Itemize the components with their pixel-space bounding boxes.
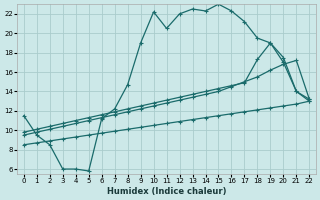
X-axis label: Humidex (Indice chaleur): Humidex (Indice chaleur) [107, 187, 226, 196]
